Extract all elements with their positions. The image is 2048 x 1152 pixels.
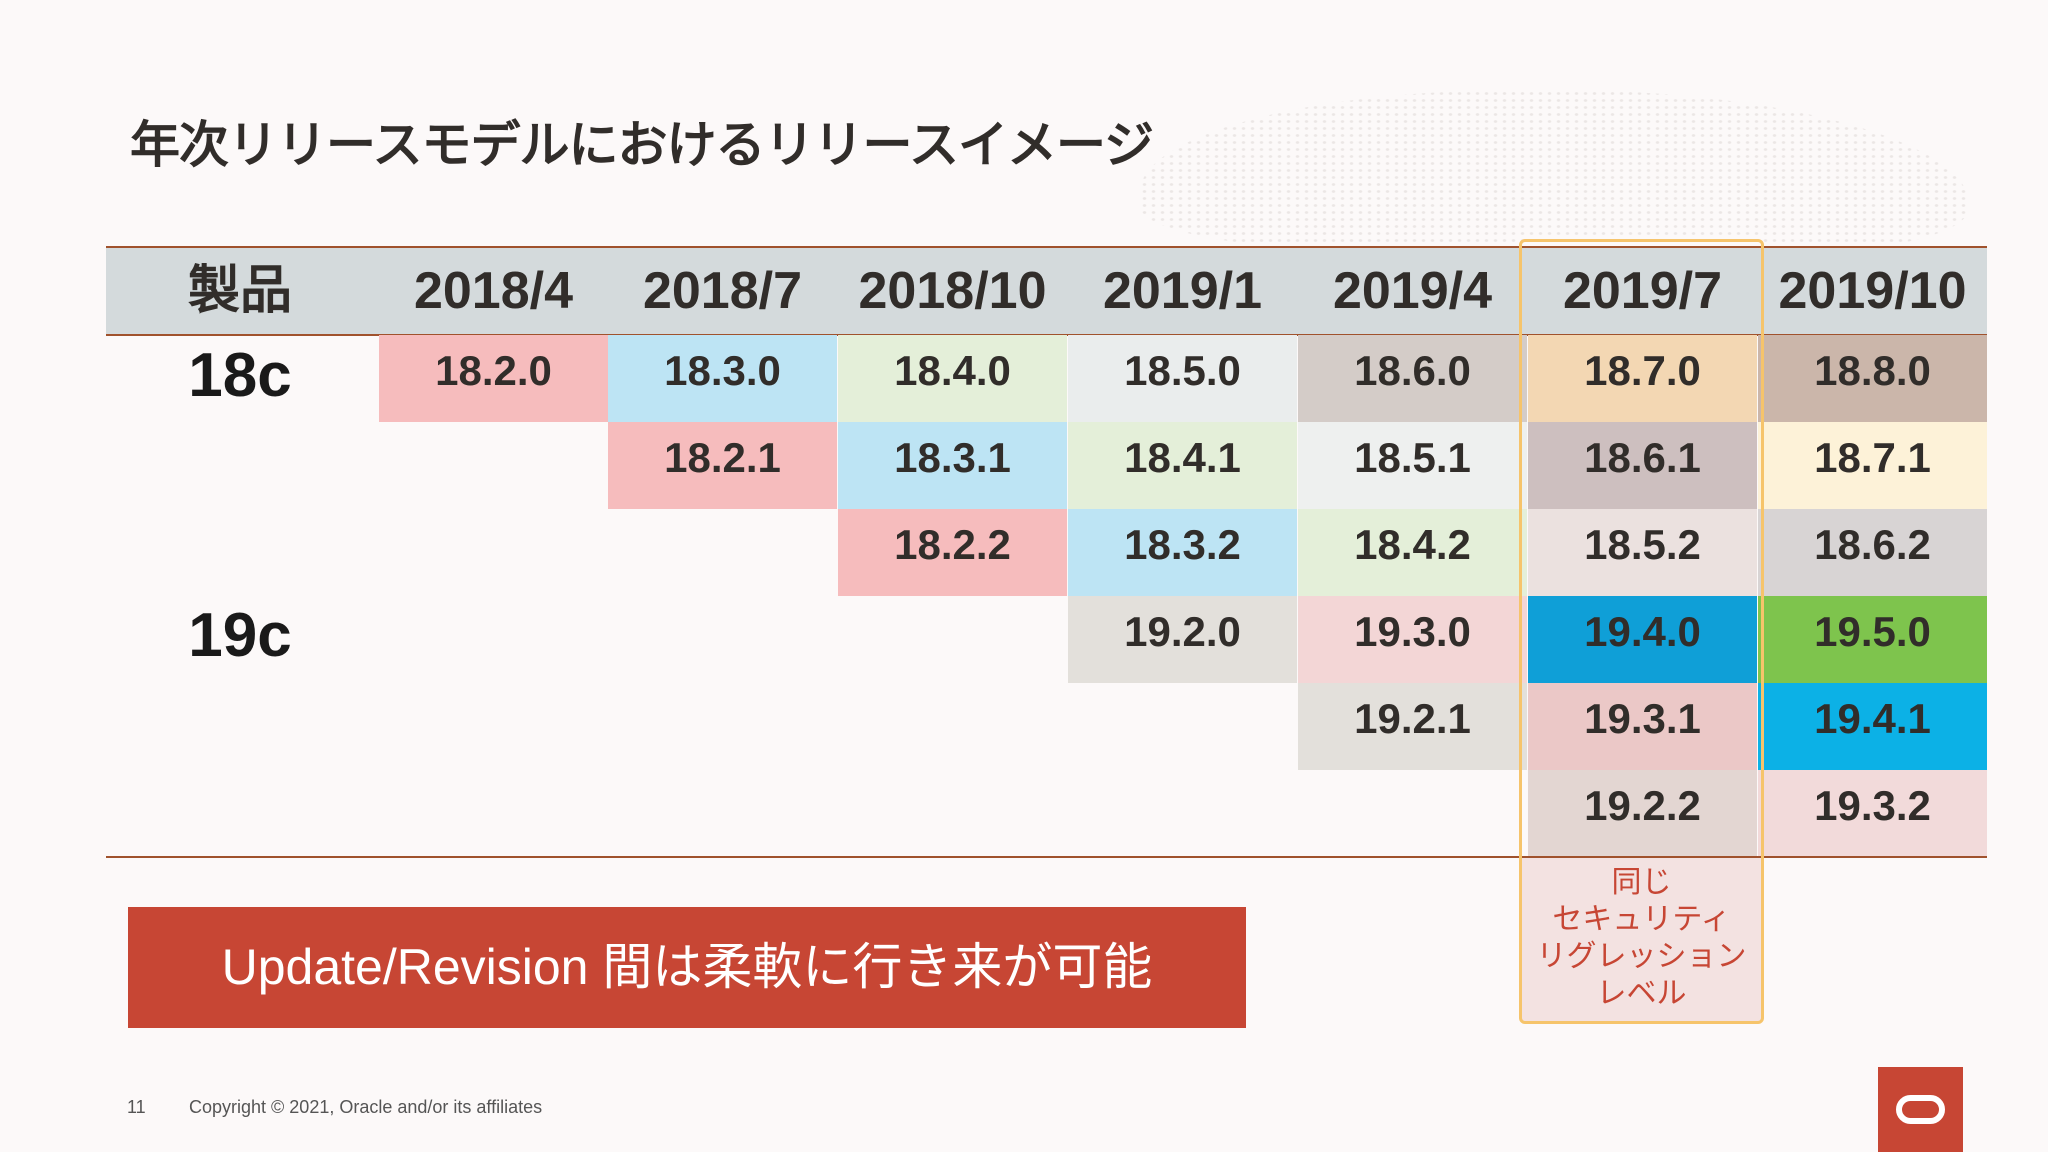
release-cell: 19.4.1 [1758, 683, 1987, 770]
same-security-regression-level-note: 同じ セキュリティ リグレッション レベル [1522, 864, 1761, 1012]
page-title: 年次リリースモデルにおけるリリースイメージ [130, 117, 1154, 173]
header-period: 2018/7 [642, 262, 803, 320]
release-cell: 18.6.1 [1528, 422, 1757, 509]
product-18c: 18c [188, 341, 292, 410]
release-cell: 18.4.2 [1298, 509, 1527, 596]
release-cell: 18.4.0 [838, 335, 1067, 422]
release-cell: 18.6.0 [1298, 335, 1527, 422]
note-line: 同じ [1611, 866, 1672, 899]
release-cell: 18.2.0 [379, 335, 608, 422]
release-cell: 18.6.2 [1758, 509, 1987, 596]
note-line: セキュリティ [1552, 903, 1731, 936]
header-period: 2019/1 [1102, 262, 1263, 320]
table-top-rule [106, 246, 1987, 248]
header-period: 2018/10 [858, 262, 1047, 320]
release-cell: 18.5.0 [1068, 335, 1297, 422]
release-cell: 19.5.0 [1758, 596, 1987, 683]
header-period: 2019/7 [1562, 262, 1723, 320]
release-cell: 18.2.1 [608, 422, 837, 509]
note-background [1522, 858, 1761, 1021]
release-cell: 19.4.0 [1528, 596, 1757, 683]
release-cell: 18.7.0 [1528, 335, 1757, 422]
header-product-label: 製品 [187, 262, 292, 320]
copyright-text: Copyright © 2021, Oracle and/or its affi… [189, 1097, 543, 1117]
release-cell: 19.2.0 [1068, 596, 1297, 683]
page-number: 11 [127, 1097, 146, 1117]
release-cell: 18.3.0 [608, 335, 837, 422]
header-period: 2019/10 [1778, 262, 1967, 320]
release-cell: 18.2.2 [838, 509, 1067, 596]
release-cell: 19.3.2 [1758, 770, 1987, 857]
flexible-update-revision-banner: Update/Revision 間は柔軟に行き来が可能 [128, 907, 1246, 1028]
release-cell: 19.3.0 [1298, 596, 1527, 683]
note-line: リグレッション [1536, 940, 1747, 973]
decorative-texture [1140, 90, 1970, 250]
note-line: レベル [1596, 977, 1687, 1010]
release-cell: 18.5.1 [1298, 422, 1527, 509]
product-19c: 19c [188, 601, 292, 670]
oracle-logo-icon [1878, 1067, 1963, 1152]
header-period: 2019/4 [1332, 262, 1493, 320]
release-cell: 18.3.1 [838, 422, 1067, 509]
table-bottom-rule [106, 856, 1987, 858]
table-header-band [106, 248, 1987, 334]
release-cell: 19.2.2 [1528, 770, 1757, 857]
release-cell: 18.5.2 [1528, 509, 1757, 596]
release-cell: 19.2.1 [1298, 683, 1527, 770]
release-cell: 18.3.2 [1068, 509, 1297, 596]
header-period: 2018/4 [413, 262, 574, 320]
release-cell: 19.3.1 [1528, 683, 1757, 770]
release-cell: 18.7.1 [1758, 422, 1987, 509]
release-cell: 18.8.0 [1758, 335, 1987, 422]
oracle-logo-ring [1896, 1095, 1945, 1124]
release-cell: 18.4.1 [1068, 422, 1297, 509]
